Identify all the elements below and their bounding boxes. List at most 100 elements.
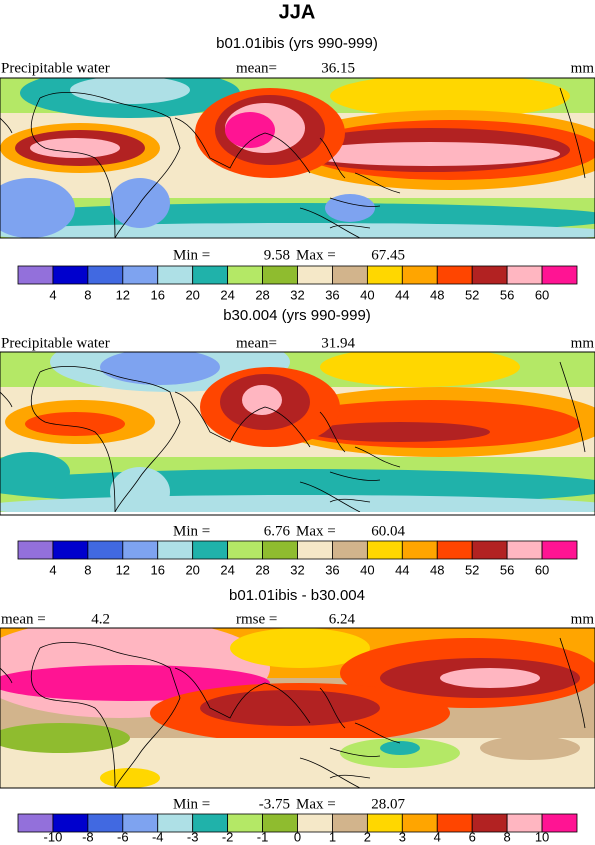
max-label: Max = bbox=[296, 523, 336, 539]
colorbar-box bbox=[297, 265, 333, 285]
colorbar-label: 44 bbox=[395, 562, 409, 577]
colorbar-box bbox=[17, 265, 54, 285]
colorbar-box bbox=[506, 265, 543, 285]
panel-subtitle: b01.01ibis - b30.004 bbox=[229, 587, 365, 604]
map-panel-3 bbox=[0, 627, 595, 789]
colorbar-label: 40 bbox=[360, 287, 374, 302]
colorbar-label: 10 bbox=[535, 829, 549, 844]
colorbar-box bbox=[541, 813, 578, 833]
colorbar-box bbox=[87, 540, 124, 560]
colorbar-box bbox=[52, 540, 89, 560]
colorbar-label: 20 bbox=[185, 287, 199, 302]
colorbar-box bbox=[332, 265, 368, 285]
colorbar-label: 28 bbox=[255, 287, 269, 302]
colorbar-label: 36 bbox=[325, 287, 339, 302]
colorbar-box bbox=[401, 265, 438, 285]
map-panel-1 bbox=[0, 77, 595, 239]
colorbar-label: 12 bbox=[116, 287, 130, 302]
colorbar-label: 16 bbox=[151, 287, 165, 302]
colorbar-label: 6 bbox=[469, 829, 476, 844]
colorbar-label: 4 bbox=[49, 562, 56, 577]
colorbar-box bbox=[157, 265, 194, 285]
colorbar-label: 8 bbox=[504, 829, 511, 844]
max-value: 60.04 bbox=[371, 523, 405, 539]
colorbar-label: 1 bbox=[329, 829, 336, 844]
colorbar-box bbox=[262, 265, 298, 285]
panel-subtitle: b30.004 (yrs 990-999) bbox=[223, 307, 371, 324]
colorbar-box bbox=[401, 813, 438, 833]
colorbar-label: 2 bbox=[364, 829, 371, 844]
colorbar-label: -8 bbox=[82, 829, 94, 844]
colorbar-box bbox=[17, 540, 54, 560]
colorbar-label: 0 bbox=[294, 829, 301, 844]
colorbar-label: 44 bbox=[395, 287, 409, 302]
colorbar-label: 40 bbox=[360, 562, 374, 577]
colorbar-label: 8 bbox=[84, 287, 91, 302]
colorbar-box bbox=[332, 540, 368, 560]
colorbar-box bbox=[506, 540, 543, 560]
max-label: Max = bbox=[296, 247, 336, 263]
colorbar-box bbox=[227, 265, 263, 285]
colorbar-label: 28 bbox=[255, 562, 269, 577]
colorbar-label: 48 bbox=[430, 287, 444, 302]
min-value: -3.75 bbox=[259, 796, 290, 812]
min-label: Min = bbox=[173, 247, 210, 263]
colorbar-label: -4 bbox=[152, 829, 164, 844]
min-label: Min = bbox=[173, 796, 210, 812]
map-panel-2 bbox=[0, 351, 595, 516]
colorbar-box bbox=[297, 540, 333, 560]
colorbar-label: 56 bbox=[500, 562, 514, 577]
colorbar-box bbox=[227, 540, 263, 560]
center-label: rmse = bbox=[236, 611, 277, 627]
colorbar-label: -1 bbox=[257, 829, 269, 844]
left-value: 4.2 bbox=[91, 611, 110, 627]
colorbar-box bbox=[122, 265, 159, 285]
colorbar-box bbox=[471, 540, 508, 560]
colorbar-label: 4 bbox=[49, 287, 56, 302]
colorbar-box bbox=[87, 265, 124, 285]
colorbar-label: 52 bbox=[465, 562, 479, 577]
colorbar-label: -2 bbox=[222, 829, 234, 844]
colorbar-box bbox=[471, 813, 508, 833]
colorbar-label: 8 bbox=[84, 562, 91, 577]
colorbar-box bbox=[541, 265, 578, 285]
colorbar-label: 3 bbox=[399, 829, 406, 844]
colorbar-box bbox=[52, 265, 89, 285]
units: mm bbox=[571, 611, 595, 627]
colorbar-box bbox=[471, 265, 508, 285]
colorbar-box bbox=[366, 265, 403, 285]
colorbar-label: 36 bbox=[325, 562, 339, 577]
colorbar-label: 20 bbox=[185, 562, 199, 577]
colorbar-label: 56 bbox=[500, 287, 514, 302]
center-value: 6.24 bbox=[329, 611, 356, 627]
colorbar-label: 24 bbox=[220, 562, 234, 577]
colorbar-label: 48 bbox=[430, 562, 444, 577]
colorbar-label: -6 bbox=[117, 829, 129, 844]
max-label: Max = bbox=[296, 796, 336, 812]
center-label: mean= bbox=[236, 60, 277, 76]
units: mm bbox=[571, 60, 595, 76]
colorbar-box bbox=[192, 540, 229, 560]
max-value: 28.07 bbox=[371, 796, 405, 812]
center-label: mean= bbox=[236, 335, 277, 351]
colorbar-box bbox=[541, 540, 578, 560]
left-label: Precipitable water bbox=[1, 60, 110, 76]
colorbar-label: -10 bbox=[44, 829, 63, 844]
colorbar-label: 24 bbox=[220, 287, 234, 302]
min-label: Min = bbox=[173, 523, 210, 539]
colorbar-box bbox=[262, 540, 298, 560]
panel-subtitle: b01.01ibis (yrs 990-999) bbox=[216, 35, 378, 52]
center-value: 36.15 bbox=[321, 60, 355, 76]
colorbar-box bbox=[157, 540, 194, 560]
colorbar-label: 32 bbox=[290, 287, 304, 302]
colorbar-box bbox=[122, 540, 159, 560]
colorbar-box bbox=[366, 540, 403, 560]
colorbar-box bbox=[332, 813, 368, 833]
colorbar-box bbox=[297, 813, 333, 833]
colorbar-box bbox=[436, 813, 473, 833]
colorbar-label: 4 bbox=[434, 829, 441, 844]
units: mm bbox=[571, 335, 595, 351]
colorbar-label: 60 bbox=[535, 287, 549, 302]
colorbar-label: 52 bbox=[465, 287, 479, 302]
